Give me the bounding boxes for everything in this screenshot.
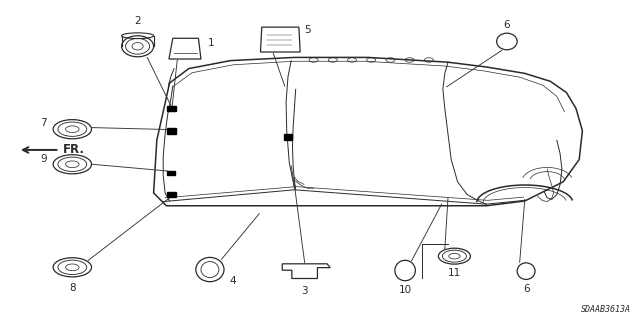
Text: 5: 5 bbox=[304, 25, 310, 35]
Text: SDAAB3613A: SDAAB3613A bbox=[580, 305, 630, 314]
Text: FR.: FR. bbox=[63, 144, 84, 156]
Text: 10: 10 bbox=[399, 285, 412, 295]
Text: 7: 7 bbox=[40, 118, 47, 129]
Text: 9: 9 bbox=[40, 153, 47, 164]
Bar bbox=[168, 106, 175, 111]
Text: 6: 6 bbox=[504, 20, 510, 30]
Text: 3: 3 bbox=[301, 286, 308, 295]
Text: 8: 8 bbox=[69, 283, 76, 293]
Text: 1: 1 bbox=[207, 38, 214, 48]
Text: 2: 2 bbox=[134, 17, 141, 26]
Bar bbox=[168, 171, 175, 175]
Text: 11: 11 bbox=[448, 268, 461, 278]
Text: 4: 4 bbox=[229, 276, 236, 286]
Text: 6: 6 bbox=[523, 284, 529, 294]
Bar bbox=[168, 192, 175, 197]
Bar bbox=[284, 134, 292, 140]
Bar bbox=[168, 128, 175, 134]
